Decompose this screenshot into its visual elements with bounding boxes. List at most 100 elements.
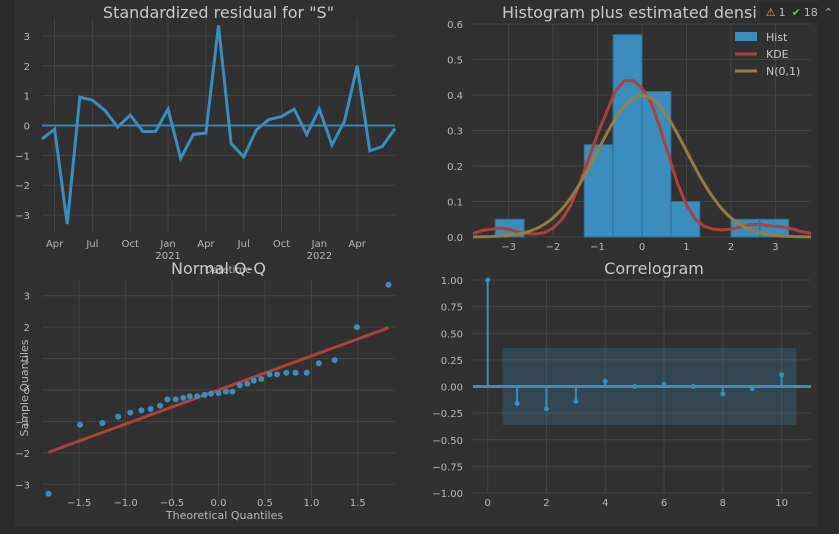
qq-point [303, 369, 310, 376]
qq-point [172, 396, 179, 403]
acf-marker [514, 401, 520, 407]
residual-y-tick-label: 2 [24, 62, 30, 73]
histogram-y-tick-label: 0.2 [447, 162, 463, 173]
qq-point [115, 413, 122, 420]
qq-point [147, 405, 154, 412]
kde-curve [472, 79, 812, 236]
qq-point [194, 393, 201, 400]
acf-marker [690, 384, 696, 389]
correlogram-y-tick-label: −0.50 [432, 436, 463, 447]
correlogram-y-tick-label: 0.50 [441, 329, 463, 340]
residual-y-tick-label: −2 [15, 181, 30, 192]
histogram-x-tick-label: −2 [546, 242, 561, 253]
qq-panel: −1.5 −1.0 −0.5 0.0 0.5 1.0 1.5 −3 −2 −1 0 1 2 3 Normal… [15, 259, 395, 522]
correlogram-panel: 0 2 4 6 8 10 −1.00 −0.75 −0.50 −0.25 0.00 0.25 0.50 0… [432, 259, 811, 509]
qq-point [292, 369, 299, 376]
residual-y-tick-label: −1 [15, 151, 30, 162]
correlogram-y-tick-label: −1.00 [432, 489, 463, 500]
qq-point [99, 420, 106, 426]
histogram-y-tick-label: 0.1 [447, 198, 463, 209]
inspection-status-bar[interactable]: ⚠ 1 ✔ 18 ⌃ [759, 2, 839, 22]
qq-y-tick-label: 1 [24, 355, 30, 366]
residual-x-tick-label: Apr [46, 239, 64, 250]
correlogram-x-tick-label: 8 [720, 498, 726, 509]
qq-x-tick-label: 1.5 [350, 498, 366, 509]
acf-marker [749, 386, 755, 392]
figure-canvas: Apr Jul Oct Jan 2021 Apr Jul Oct Jan 2022 Apr −3 −2−… [15, 0, 818, 527]
histogram-y-tick-label: 0.3 [447, 127, 463, 138]
residual-x-tick-label: Oct [273, 239, 290, 250]
normal-density-curve [472, 93, 812, 239]
residual-x-tick-label: Jan [159, 239, 175, 250]
chevron-up-icon[interactable]: ⌃ [823, 5, 833, 19]
qq-x-tick-label: −1.0 [113, 498, 137, 509]
qq-x-axis-label: Theoretical Quantiles [165, 509, 283, 522]
acf-marker [632, 384, 638, 389]
residual-x-tick-label: Apr [349, 239, 367, 250]
residual-series-line [41, 25, 397, 225]
qq-point [45, 490, 52, 497]
histogram-y-tick-label: 0.4 [447, 91, 463, 102]
warning-triangle-icon: ⚠ [765, 5, 776, 19]
residual-y-tick-label: 1 [24, 92, 30, 103]
histogram-x-tick-label: 0 [639, 242, 645, 253]
acf-marker [661, 381, 667, 387]
qq-point [215, 390, 222, 397]
qq-y-tick-label: −3 [15, 480, 30, 491]
correlogram-x-tick-label: 2 [543, 498, 549, 509]
qq-y-tick-label: −1 [15, 417, 30, 428]
histogram-bar [612, 34, 643, 238]
qq-x-tick-label: −1.5 [67, 498, 91, 509]
qq-point [331, 357, 338, 364]
qq-point [186, 393, 193, 400]
correlogram-y-tick-label: −0.75 [432, 462, 463, 473]
qq-y-tick-label: 2 [24, 323, 30, 334]
acf-marker [720, 391, 726, 397]
histogram-title: Histogram plus estimated densi [502, 3, 757, 22]
qq-point [250, 377, 257, 384]
acf-marker [543, 406, 549, 412]
histogram-x-tick-label: 2 [728, 242, 734, 253]
qq-point [315, 360, 322, 367]
correlogram-y-tick-label: 1.00 [441, 276, 463, 287]
histogram-y-tick-label: 0.6 [447, 20, 463, 31]
qq-point [180, 394, 187, 401]
qq-point [283, 369, 290, 376]
checks-indicator[interactable]: ✔ 18 [792, 6, 818, 19]
correlogram-y-tick-label: −0.25 [432, 409, 463, 420]
legend-label: KDE [766, 48, 789, 61]
qq-title: Normal Q-Q [171, 259, 266, 278]
qq-y-tick-label: 0 [24, 386, 30, 397]
histogram-bar [583, 144, 614, 238]
acf-marker [485, 277, 491, 283]
histogram-y-tick-label: 0.5 [447, 56, 463, 67]
correlogram-y-tick-label: 0.75 [441, 303, 463, 314]
residual-x-tick-label: Oct [122, 239, 139, 250]
qq-point [385, 281, 392, 288]
acf-marker [779, 372, 785, 378]
qq-point [138, 407, 145, 414]
histogram-panel: −3 −2 −1 0 1 2 3 0.0 0.1 0.2 0.3 0.4 0.5 0.6 Hist KDE N(… [447, 3, 812, 253]
qq-y-tick-label: 3 [24, 292, 30, 303]
histogram-x-tick-label: −1 [590, 242, 605, 253]
warnings-indicator[interactable]: ⚠ 1 [766, 6, 786, 19]
correlogram-x-tick-label: 4 [602, 498, 608, 509]
residual-x-tick-label: Jul [85, 239, 98, 250]
residual-title: Standardized residual for "S" [103, 3, 334, 22]
correlogram-title: Correlogram [604, 259, 704, 278]
correlogram-x-tick-label: 0 [485, 498, 491, 509]
qq-point [258, 376, 265, 382]
qq-x-tick-label: 1.0 [303, 498, 319, 509]
correlogram-y-tick-label: 0.25 [441, 356, 463, 367]
correlogram-x-tick-label: 10 [775, 498, 788, 509]
checks-count: 18 [803, 5, 818, 19]
histogram-x-tick-label: 1 [683, 242, 689, 253]
residual-x-tick-label: Jul [237, 239, 250, 250]
qq-point [222, 388, 229, 395]
residual-x-tick-year: 2021 [155, 251, 180, 262]
qq-point [244, 380, 251, 387]
qq-point [208, 390, 215, 397]
histogram-x-tick-label: −3 [501, 242, 516, 253]
qq-point [274, 371, 281, 378]
